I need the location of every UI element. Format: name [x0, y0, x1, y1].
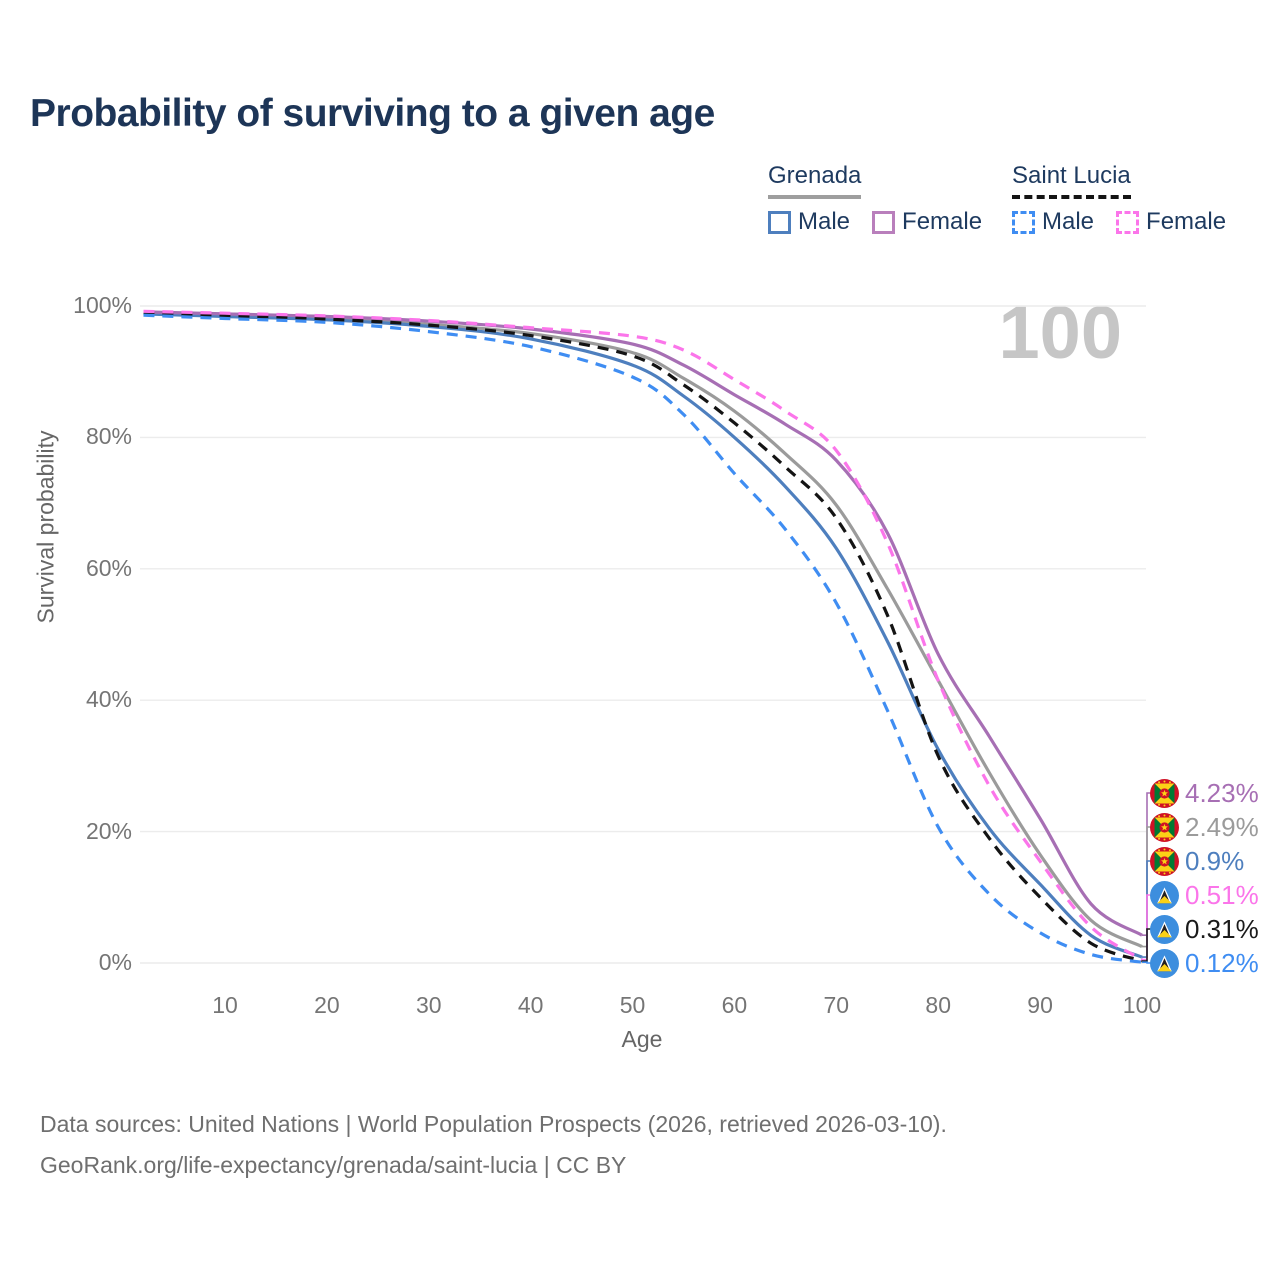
- series-line-grenada-male[interactable]: [143, 312, 1143, 959]
- x-tick-label: 100: [1122, 992, 1162, 1018]
- legend-header-saint-lucia[interactable]: Saint Lucia: [1012, 162, 1131, 199]
- leader-lines: [1142, 792, 1152, 964]
- saint-lucia-flag-icon: [1150, 914, 1179, 944]
- legend-item-saint-lucia-female[interactable]: Female: [1116, 208, 1226, 236]
- legend-header-grenada[interactable]: Grenada: [768, 162, 862, 199]
- y-axis-title: Survival probability: [32, 430, 59, 624]
- legend-item-saint-lucia-male[interactable]: Male: [1012, 208, 1094, 236]
- x-tick-label: 50: [619, 992, 646, 1018]
- end-label-value: 4.23%: [1185, 777, 1259, 808]
- legend-item-grenada-male[interactable]: Male: [768, 208, 850, 236]
- saint-lucia-flag-icon: [1150, 880, 1179, 910]
- series-line-saint-lucia-female[interactable]: [143, 309, 1143, 961]
- y-tick-label: 40%: [85, 686, 132, 713]
- x-tick-label: 80: [925, 992, 951, 1018]
- end-label-value: 0.12%: [1185, 947, 1259, 978]
- legend-item-grenada-female[interactable]: Female: [872, 208, 982, 236]
- y-tick-label: 60%: [85, 554, 132, 581]
- x-tick-label: 30: [415, 992, 442, 1018]
- page-title: Probability of surviving to a given age: [30, 92, 715, 135]
- legend-item-label: Female: [902, 208, 983, 235]
- x-tick-label: 70: [823, 992, 850, 1018]
- legend-group-grenada: Grenada Male Female: [768, 162, 982, 236]
- x-tick-label: 60: [721, 992, 748, 1018]
- end-label-saint-lucia-both-sexes: 0.31%: [1150, 912, 1259, 946]
- grenada-flag-icon: [1150, 846, 1179, 876]
- age-counter-watermark: 100: [998, 291, 1122, 374]
- end-label-grenada-male: 0.9%: [1150, 844, 1244, 878]
- grenada-flag-icon: [1150, 812, 1179, 842]
- y-tick-label: 0%: [98, 949, 132, 975]
- y-tick-label: 20%: [85, 817, 132, 844]
- series-line-grenada-female[interactable]: [143, 310, 1143, 937]
- survival-curves: [143, 309, 1143, 964]
- gridlines: [140, 305, 1146, 964]
- legend-item-label: Female: [1146, 208, 1227, 235]
- end-label-grenada-both-sexes: 2.49%: [1150, 810, 1259, 844]
- legend-group-saint-lucia: Saint Lucia Male Female: [1012, 162, 1226, 236]
- x-tick-label: 40: [517, 992, 544, 1018]
- x-axis-title: Age: [621, 1026, 663, 1052]
- x-tick-label: 20: [314, 992, 340, 1018]
- saint-lucia-male-swatch-icon: [1012, 210, 1035, 234]
- legend-item-label: Male: [798, 208, 851, 235]
- saint-lucia-flag-icon: [1150, 948, 1179, 978]
- grenada-male-swatch-icon: [768, 210, 791, 234]
- end-label-grenada-female: 4.23%: [1150, 776, 1259, 810]
- series-line-grenada-both-sexes[interactable]: [143, 311, 1143, 949]
- legend-item-label: Male: [1042, 208, 1095, 235]
- leader-line: [1142, 961, 1152, 964]
- grenada-flag-icon: [1150, 778, 1179, 808]
- x-tick-label: 10: [212, 992, 238, 1018]
- end-label-value: 0.31%: [1185, 913, 1259, 944]
- data-sources-line: Data sources: United Nations | World Pop…: [40, 1111, 947, 1137]
- end-label-saint-lucia-male: 0.12%: [1150, 946, 1259, 980]
- end-label-value: 2.49%: [1185, 811, 1259, 842]
- end-label-saint-lucia-female: 0.51%: [1150, 878, 1259, 912]
- y-tick-label: 80%: [85, 423, 132, 450]
- series-line-saint-lucia-male[interactable]: [143, 313, 1143, 964]
- leader-line: [1142, 894, 1152, 961]
- y-tick-label: 100%: [73, 292, 132, 318]
- footer: Data sources: United Nations | World Pop…: [40, 1104, 947, 1186]
- leader-line: [1142, 928, 1152, 962]
- end-label-value: 0.9%: [1185, 845, 1245, 876]
- x-tick-label: 90: [1027, 992, 1053, 1018]
- saint-lucia-female-swatch-icon: [1116, 210, 1140, 234]
- grenada-female-swatch-icon: [872, 210, 896, 234]
- end-label-value: 0.51%: [1185, 879, 1259, 910]
- series-line-saint-lucia-both-sexes[interactable]: [143, 311, 1143, 963]
- attribution-line: GeoRank.org/life-expectancy/grenada/sain…: [40, 1152, 627, 1178]
